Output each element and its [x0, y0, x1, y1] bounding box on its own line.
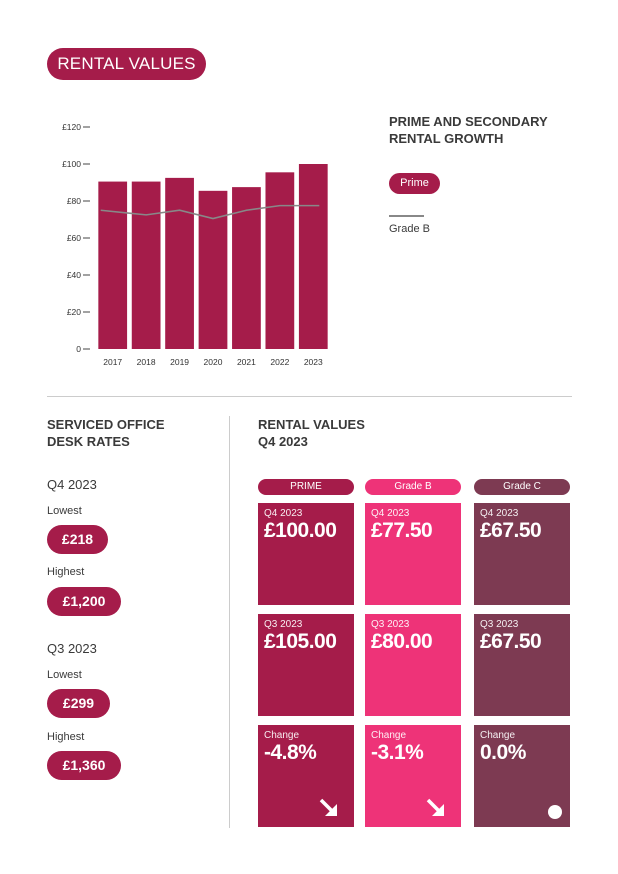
- section-divider: [47, 396, 572, 397]
- q3-lowest-value: £299: [47, 689, 110, 718]
- tile-label: Q3 2023: [480, 619, 519, 630]
- tile-label: Q4 2023: [480, 508, 519, 519]
- chart-title-line1: PRIME AND SECONDARY: [389, 114, 548, 129]
- x-tick-label: 2018: [137, 357, 156, 367]
- tile-value: 0.0%: [480, 741, 526, 764]
- page-title: RENTAL VALUES: [47, 48, 206, 80]
- tile-value: -3.1%: [371, 741, 424, 764]
- bar-prime-2019: [165, 177, 194, 349]
- x-tick-label: 2020: [204, 357, 223, 367]
- chart-title-line2: RENTAL GROWTH: [389, 131, 504, 146]
- tile-gradec-change: Change 0.0%: [474, 725, 570, 827]
- y-tick-label: £100: [62, 159, 81, 169]
- q3-highest-label: Highest: [47, 731, 85, 743]
- bar-prime-2021: [232, 187, 261, 349]
- q4-lowest-label: Lowest: [47, 505, 82, 517]
- bar-prime-2022: [265, 172, 295, 349]
- y-tick-label: £80: [67, 196, 81, 206]
- tile-gradeb-q3: Q3 2023 £80.00: [365, 614, 461, 716]
- tile-gradec-q3: Q3 2023 £67.50: [474, 614, 570, 716]
- arrow-down-right-icon: [426, 798, 444, 816]
- legend-gradeb: Grade B: [389, 223, 430, 235]
- rental-growth-chart: 0 £20 £40 £60 £80 £100 £120 2017 2018 2019 2020 202…: [62, 122, 328, 367]
- q3-lowest-label: Lowest: [47, 669, 82, 681]
- column-header-grade-b: Grade B: [365, 479, 461, 495]
- tile-value: £100.00: [264, 519, 337, 542]
- tile-gradeb-q4: Q4 2023 £77.50: [365, 503, 461, 605]
- y-tick-label: £40: [67, 270, 81, 280]
- q3-highest-value: £1,360: [47, 751, 121, 780]
- tile-value: £67.50: [480, 519, 542, 542]
- tile-prime-change: Change -4.8%: [258, 725, 354, 827]
- x-tick-label: 2019: [170, 357, 189, 367]
- column-divider: [229, 416, 230, 828]
- tile-label: Q3 2023: [264, 619, 303, 630]
- tile-label: Q4 2023: [264, 508, 303, 519]
- legend-prime: Prime: [389, 173, 440, 194]
- arrow-down-right-icon: [319, 798, 337, 816]
- line-grade-b: [100, 204, 320, 220]
- tile-gradeb-change: Change -3.1%: [365, 725, 461, 827]
- q4-label: Q4 2023: [47, 477, 97, 492]
- rental-values-heading: RENTAL VALUES Q4 2023: [258, 416, 365, 450]
- bar-prime-2023: [298, 164, 328, 349]
- desk-rates-heading-line1: SERVICED OFFICE: [47, 417, 165, 432]
- column-header-prime: PRIME: [258, 479, 354, 495]
- q4-lowest-value: £218: [47, 525, 108, 554]
- tile-prime-q4: Q4 2023 £100.00: [258, 503, 354, 605]
- x-tick-label: 2017: [103, 357, 122, 367]
- desk-rates-heading: SERVICED OFFICE DESK RATES: [47, 416, 165, 450]
- bar-prime-2018: [131, 181, 161, 349]
- legend-gradeb-line: [389, 215, 424, 217]
- tile-prime-q3: Q3 2023 £105.00: [258, 614, 354, 716]
- y-tick-label: £20: [67, 307, 81, 317]
- tile-label: Change: [264, 730, 300, 741]
- tile-label: Q3 2023: [371, 619, 410, 630]
- x-tick-label: 2023: [304, 357, 323, 367]
- tile-value: £67.50: [480, 630, 542, 653]
- tile-label: Q4 2023: [371, 508, 410, 519]
- tile-label: Change: [371, 730, 407, 741]
- tile-value: -4.8%: [264, 741, 317, 764]
- bar-prime-2017: [98, 181, 128, 349]
- tile-gradec-q4: Q4 2023 £67.50: [474, 503, 570, 605]
- rental-values-heading-line1: RENTAL VALUES: [258, 417, 365, 432]
- tile-label: Change: [480, 730, 516, 741]
- q4-highest-value: £1,200: [47, 587, 121, 616]
- tile-value: £77.50: [371, 519, 433, 542]
- x-tick-label: 2021: [237, 357, 256, 367]
- column-header-grade-c: Grade C: [474, 479, 570, 495]
- bar-prime-2020: [198, 190, 228, 349]
- y-tick-label: 0: [76, 344, 81, 354]
- tile-value: £80.00: [371, 630, 433, 653]
- rental-values-heading-line2: Q4 2023: [258, 434, 308, 449]
- y-tick-label: £120: [62, 122, 81, 132]
- y-tick-label: £60: [67, 233, 81, 243]
- dot-icon: [548, 805, 562, 819]
- tile-value: £105.00: [264, 630, 337, 653]
- desk-rates-heading-line2: DESK RATES: [47, 434, 130, 449]
- q3-label: Q3 2023: [47, 641, 97, 656]
- q4-highest-label: Highest: [47, 566, 85, 578]
- chart-title: PRIME AND SECONDARY RENTAL GROWTH: [389, 113, 548, 147]
- x-tick-label: 2022: [270, 357, 289, 367]
